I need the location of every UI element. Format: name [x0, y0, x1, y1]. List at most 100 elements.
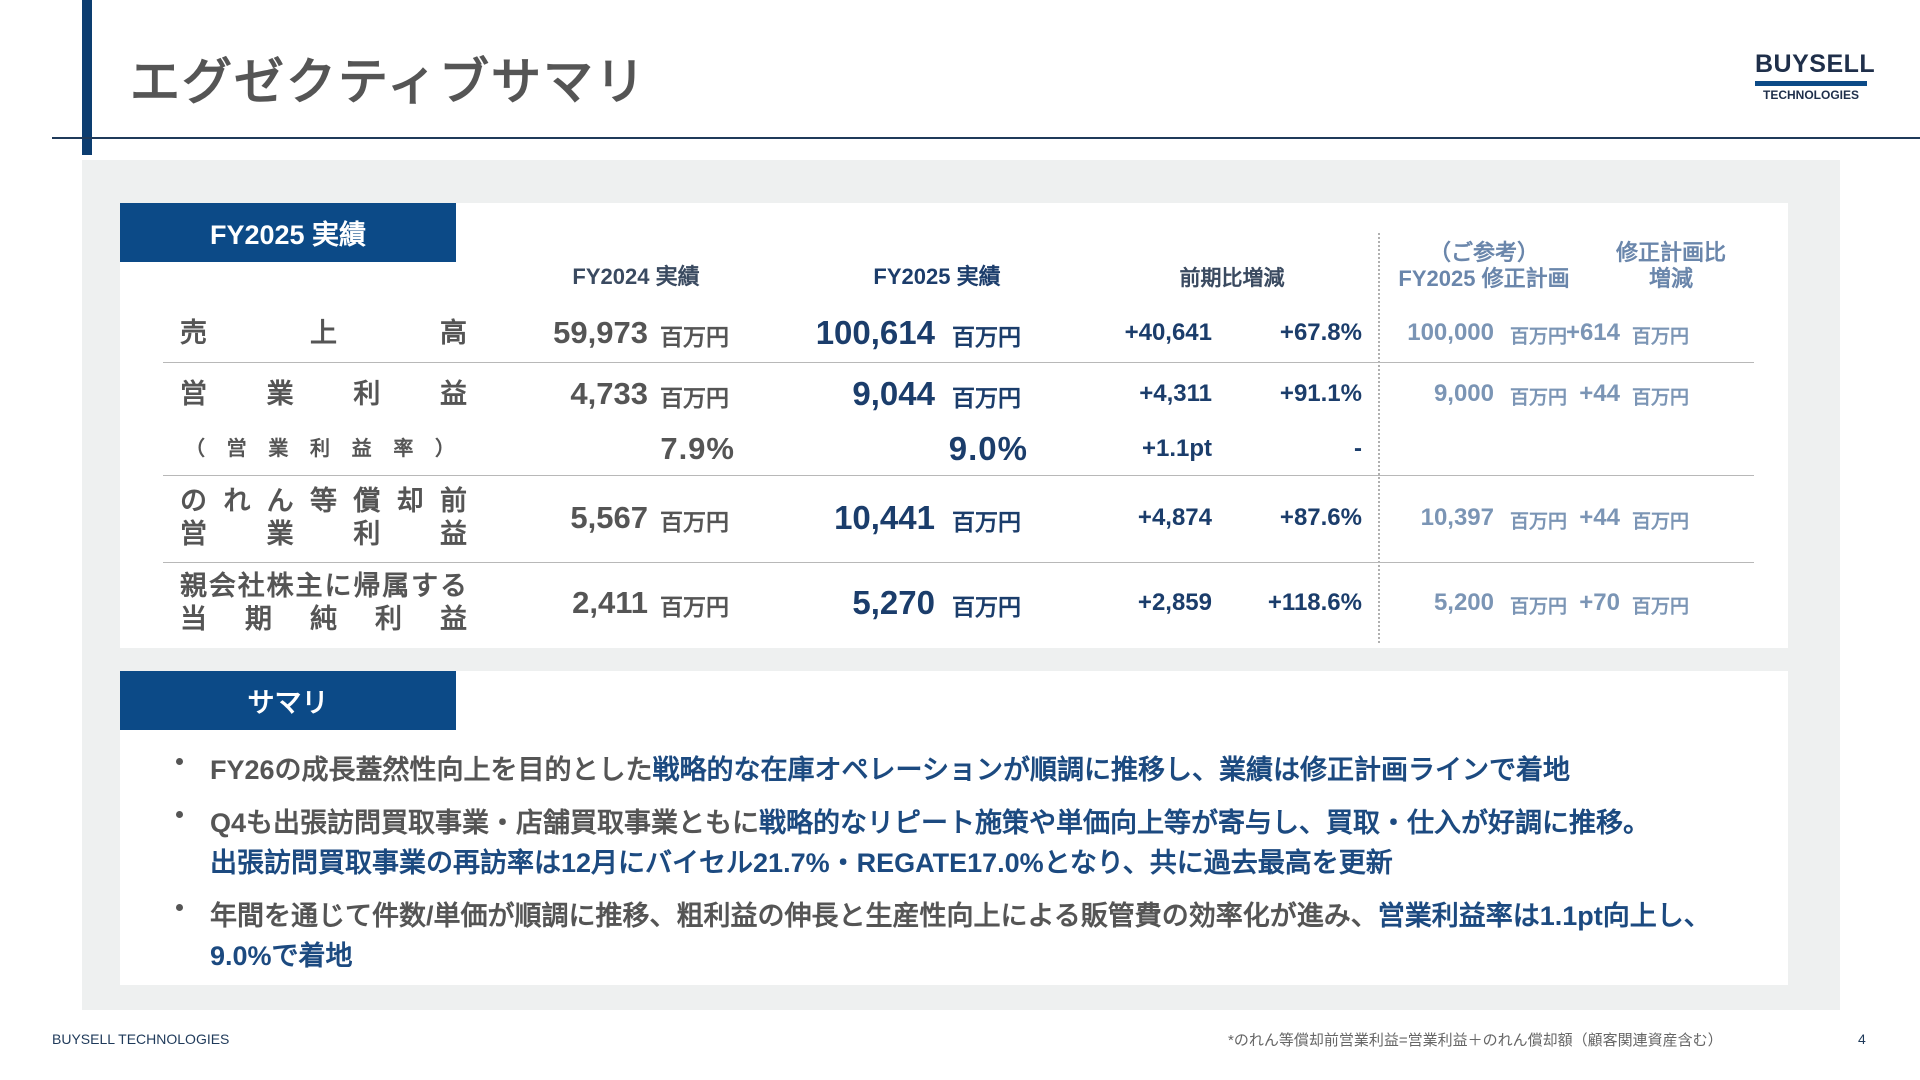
cell-value: +614 [1565, 319, 1620, 346]
label-line: 親会社株主に帰属する [180, 571, 467, 601]
cell-value: 4,733 [570, 376, 648, 411]
cell-value: +4,874 [1137, 504, 1212, 531]
cell-value: +2,859 [1137, 589, 1212, 616]
cell-unit: 百万円 [1632, 596, 1690, 618]
cell-value: 5,270 [852, 584, 935, 621]
cell-unit: 百万円 [1510, 387, 1568, 409]
bullet-text: 戦略的な在庫オペレーションが順調に推移し、業績は修正計画ラインで着地 [652, 755, 1571, 785]
header-line: 増減 [1648, 266, 1693, 292]
cell-value: 7.9% [660, 431, 735, 466]
cell-unit: 百万円 [1632, 326, 1690, 348]
summary-tag: サマリ [120, 671, 456, 730]
bullet: Q4も出張訪問買取事業・店舗買取事業ともに戦略的なリピート施策や単価向上等が寄与… [210, 803, 1750, 883]
bullet: FY26の成長蓋然性向上を目的とした戦略的な在庫オペレーションが順調に推移し、業… [210, 750, 1750, 790]
cell-unit: 百万円 [1632, 511, 1690, 533]
row-rule [163, 362, 1754, 363]
bullet-dot [176, 904, 183, 911]
results-box [120, 203, 1788, 648]
cell-value: 59,973 [553, 315, 648, 350]
results-tag: FY2025 実績 [120, 203, 456, 262]
cell-value: 5,567 [570, 500, 648, 535]
col-header: 修正計画比 増減 [1571, 240, 1771, 293]
row-label: 営業利益 [180, 378, 467, 411]
bullet-line: Q4も出張訪問買取事業・店舗買取事業ともに戦略的なリピート施策や単価向上等が寄与… [210, 803, 1750, 843]
cell-unit: 百万円 [660, 385, 729, 411]
footer-company: BUYSELL TECHNOLOGIES [52, 1031, 230, 1047]
cell-unit: 百万円 [952, 324, 1021, 350]
cell-value: +91.1% [1279, 380, 1362, 407]
label-line: 営業利益 [180, 378, 467, 409]
cell-value: +67.8% [1279, 319, 1362, 346]
bullet: 年間を通じて件数/単価が順調に推移、粗利益の伸長と生産性向上による販管費の効率化… [210, 896, 1750, 976]
bullet-line: FY26の成長蓋然性向上を目的とした戦略的な在庫オペレーションが順調に推移し、業… [210, 750, 1750, 790]
cell-value: 10,397 [1420, 504, 1494, 531]
header-line: （ご参考） [1428, 240, 1539, 265]
cell-value: 100,000 [1407, 319, 1494, 346]
bullet-dot [176, 758, 183, 765]
label-line: （営業利益率） [185, 437, 455, 460]
bullet-text: 営業利益率は1.1pt向上し、9.0%で着地 [210, 901, 1711, 971]
cell-value: +44 [1579, 504, 1620, 531]
cell-unit: 百万円 [1510, 326, 1568, 348]
col-header: （ご参考） FY2025 修正計画 [1374, 240, 1594, 293]
cell-unit: 百万円 [1510, 596, 1568, 618]
label-line: 営業利益 [180, 519, 467, 549]
logo-rule [1755, 81, 1867, 86]
page-number: 4 [1858, 1031, 1866, 1047]
row-label: のれん等償却前 営業利益 [180, 485, 467, 551]
cell-unit: 百万円 [660, 324, 729, 350]
cell-value: 2,411 [572, 585, 648, 620]
row-rule [163, 475, 1754, 476]
cell-value: 9,044 [852, 375, 935, 412]
label-line: 売上高 [180, 317, 467, 348]
row-label: （営業利益率） [185, 433, 455, 466]
row-label: 売上高 [180, 317, 467, 350]
cell-value: +40,641 [1124, 319, 1212, 346]
cell-value: 9,000 [1433, 380, 1494, 407]
bullet-text: 出張訪問買取事業の再訪率は12月にバイセル21.7%・REGATE17.0%とな… [210, 848, 1393, 878]
cell-value: 10,441 [834, 499, 935, 536]
footer-note: *のれん等償却前営業利益=営業利益＋のれん償却額（顧客関連資産含む） [1228, 1032, 1723, 1049]
logo: BUYSELL TECHNOLOGIES [1755, 50, 1876, 102]
cell-value: +44 [1579, 380, 1620, 407]
row-label: 親会社株主に帰属する 当期純利益 [180, 570, 467, 636]
header-rule [52, 137, 1920, 139]
cell-value: +118.6% [1267, 589, 1362, 616]
bullet-text: FY26の成長蓋然性向上を目的とした [210, 755, 653, 785]
bullet-text: 戦略的なリピート施策や単価向上等が寄与し、買取・仕入が好調に推移。 [759, 808, 1651, 838]
logo-bottom: TECHNOLOGIES [1762, 88, 1859, 102]
cell-value: +70 [1579, 589, 1620, 616]
cell-value: 100,614 [815, 314, 935, 351]
label-line: 当期純利益 [180, 604, 467, 634]
cell-unit: 百万円 [1510, 511, 1568, 533]
label-line: のれん等償却前 [180, 486, 467, 516]
col-header: 前期比増減 [1179, 267, 1285, 290]
cell-value: +4,311 [1139, 380, 1212, 407]
col-header: FY2025 実績 [873, 264, 1001, 289]
cell-value: +87.6% [1279, 504, 1362, 531]
bullet-line: 年間を通じて件数/単価が順調に推移、粗利益の伸長と生産性向上による販管費の効率化… [210, 896, 1750, 976]
cell-unit: 百万円 [660, 509, 729, 535]
cell-unit: 百万円 [952, 509, 1021, 535]
logo-top: BUYSELL [1755, 50, 1876, 78]
cell-unit: 百万円 [660, 594, 729, 620]
cell-value: 5,200 [1433, 589, 1494, 616]
bullet-line: 出張訪問買取事業の再訪率は12月にバイセル21.7%・REGATE17.0%とな… [210, 843, 1750, 883]
row-rule [163, 562, 1754, 563]
header-line: FY2025 修正計画 [1398, 266, 1570, 292]
bullet-text: Q4も出張訪問買取事業・店舗買取事業ともに [210, 808, 760, 838]
cell-unit: 百万円 [952, 385, 1021, 411]
bullet-text: 年間を通じて件数/単価が順調に推移、粗利益の伸長と生産性向上による販管費の効率化… [210, 901, 1378, 931]
col-header: FY2024 実績 [572, 264, 700, 289]
cell-value: - [1354, 435, 1362, 462]
accent-bar [82, 0, 92, 155]
divider [1378, 233, 1380, 643]
cell-unit: 百万円 [952, 594, 1021, 620]
title: エグゼクティブサマリ [130, 54, 647, 110]
bullet-dot [176, 811, 183, 818]
header-line: 修正計画比 [1615, 240, 1726, 265]
cell-value: +1.1pt [1141, 435, 1212, 462]
cell-unit: 百万円 [1632, 387, 1690, 409]
cell-value: 9.0% [948, 430, 1028, 467]
